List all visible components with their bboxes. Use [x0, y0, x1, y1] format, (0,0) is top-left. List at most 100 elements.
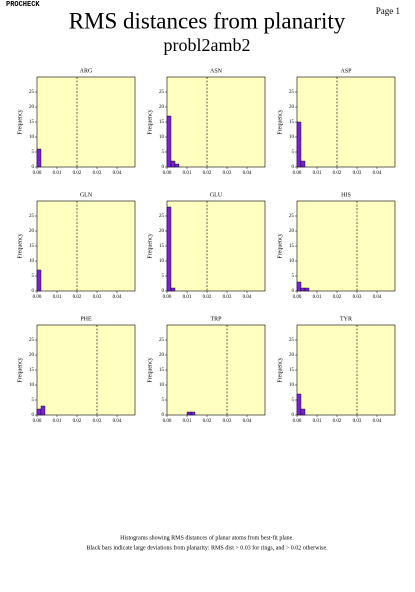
y-tick-label: 20: [29, 353, 35, 358]
y-tick-label: 5: [292, 274, 295, 279]
x-tick-label: 0.03: [353, 295, 362, 300]
y-tick-label: 10: [159, 383, 165, 388]
x-tick-label: 0.04: [373, 171, 382, 176]
x-tick-label: 0.01: [313, 419, 322, 424]
x-tick-label: 0.00: [33, 419, 42, 424]
y-tick-label: 20: [29, 105, 35, 110]
bar: [296, 281, 302, 292]
y-tick-label: 25: [29, 90, 35, 95]
bar: [296, 393, 302, 416]
bar: [304, 287, 310, 292]
y-tick-label: 25: [29, 338, 35, 343]
bar: [36, 148, 42, 168]
x-tick-label: 0.03: [353, 171, 362, 176]
y-axis-label: Frequency: [17, 357, 23, 382]
y-tick-label: 5: [32, 274, 35, 279]
x-tick-label: 0.01: [53, 295, 62, 300]
plot-area: [296, 324, 396, 416]
x-tick-label: 0.04: [373, 295, 382, 300]
y-tick-label: 5: [32, 150, 35, 155]
x-tick-label: 0.01: [313, 171, 322, 176]
y-tick-label: 0: [292, 413, 295, 418]
y-tick-label: 0: [292, 165, 295, 170]
y-tick-label: 15: [159, 368, 165, 373]
y-tick-label: 20: [29, 229, 35, 234]
y-tick-label: 20: [159, 353, 165, 358]
x-tick-label: 0.02: [333, 419, 342, 424]
y-tick-label: 15: [29, 368, 35, 373]
bar: [174, 163, 180, 168]
y-axis-label: Frequency: [147, 109, 153, 134]
bar: [36, 269, 42, 292]
x-tick-label: 0.02: [203, 295, 212, 300]
y-tick-label: 0: [32, 165, 35, 170]
y-axis-label: Frequency: [277, 357, 283, 382]
x-tick-label: 0.02: [333, 295, 342, 300]
y-tick-label: 0: [162, 165, 165, 170]
y-axis-label: Frequency: [17, 233, 23, 258]
y-tick-label: 20: [159, 229, 165, 234]
y-tick-label: 20: [289, 105, 295, 110]
y-tick-label: 0: [32, 413, 35, 418]
x-tick-label: 0.01: [183, 295, 192, 300]
y-tick-label: 25: [289, 90, 295, 95]
x-tick-label: 0.01: [183, 419, 192, 424]
y-axis-label: Frequency: [147, 233, 153, 258]
bar: [40, 405, 46, 416]
x-tick-label: 0.02: [203, 419, 212, 424]
x-tick-label: 0.00: [33, 295, 42, 300]
x-tick-label: 0.03: [93, 171, 102, 176]
x-tick-label: 0.00: [163, 295, 172, 300]
bar: [170, 160, 176, 168]
y-tick-label: 15: [159, 244, 165, 249]
bar: [300, 160, 306, 168]
y-tick-label: 5: [32, 398, 35, 403]
bar: [36, 408, 42, 416]
y-tick-label: 15: [289, 368, 295, 373]
plot-area: [36, 200, 136, 292]
plot-area: [36, 76, 136, 168]
bar: [170, 287, 176, 292]
x-tick-label: 0.03: [223, 419, 232, 424]
plot-area: [296, 76, 396, 168]
page-label: Page 1: [376, 6, 400, 16]
x-tick-label: 0.00: [163, 171, 172, 176]
x-tick-label: 0.00: [33, 171, 42, 176]
bar: [300, 408, 306, 416]
chart-title: ASP: [340, 68, 352, 74]
y-tick-label: 25: [159, 214, 165, 219]
x-tick-label: 0.03: [93, 295, 102, 300]
x-tick-label: 0.04: [113, 171, 122, 176]
bar: [300, 287, 306, 292]
plot-area: [36, 324, 136, 416]
bar: [190, 411, 196, 416]
chart-title: TYR: [340, 316, 352, 322]
x-tick-label: 0.03: [223, 295, 232, 300]
y-tick-label: 15: [29, 244, 35, 249]
plot-area: [166, 76, 266, 168]
y-tick-label: 15: [289, 120, 295, 125]
x-tick-label: 0.04: [113, 419, 122, 424]
page-subtitle: probl2amb2: [164, 35, 251, 55]
y-tick-label: 5: [162, 398, 165, 403]
y-tick-label: 10: [289, 135, 295, 140]
page-title: RMS distances from planarity: [69, 8, 346, 33]
x-tick-label: 0.02: [73, 295, 82, 300]
x-tick-label: 0.00: [163, 419, 172, 424]
y-tick-label: 25: [159, 338, 165, 343]
x-tick-label: 0.04: [243, 171, 252, 176]
y-tick-label: 20: [289, 353, 295, 358]
x-tick-label: 0.01: [53, 419, 62, 424]
bar: [166, 115, 172, 168]
bar: [296, 121, 302, 168]
y-axis-label: Frequency: [277, 109, 283, 134]
bar: [186, 411, 192, 416]
plot-area: [166, 324, 266, 416]
y-axis-label: Frequency: [147, 357, 153, 382]
x-tick-label: 0.02: [73, 171, 82, 176]
x-tick-label: 0.04: [373, 419, 382, 424]
program-name: PROCHECK: [6, 1, 40, 9]
y-tick-label: 0: [32, 289, 35, 294]
y-tick-label: 0: [162, 289, 165, 294]
